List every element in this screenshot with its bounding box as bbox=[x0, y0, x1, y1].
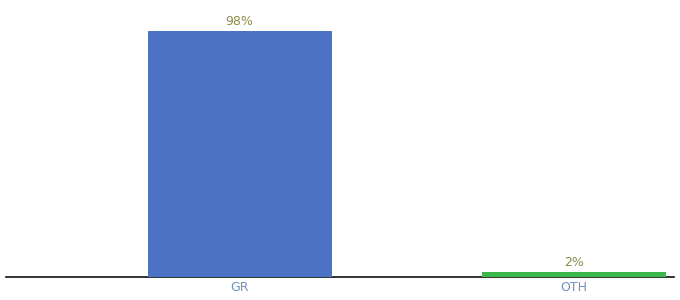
Text: 98%: 98% bbox=[226, 15, 254, 28]
Text: 2%: 2% bbox=[564, 256, 584, 269]
Bar bbox=[482, 272, 666, 277]
Bar bbox=[148, 31, 332, 277]
